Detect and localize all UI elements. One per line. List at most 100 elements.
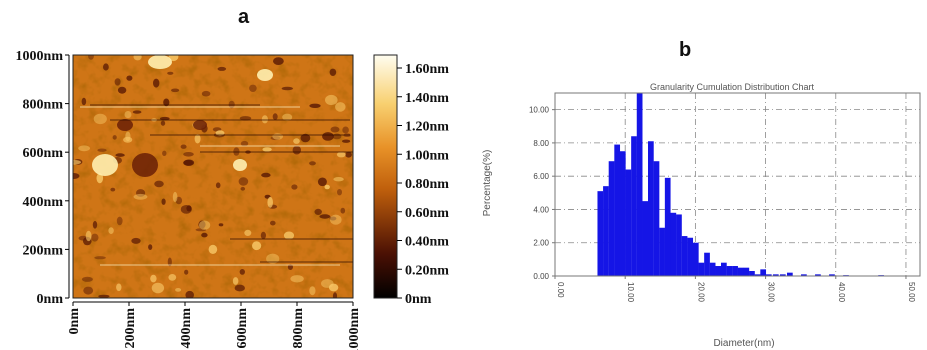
afm-y-axis: 1000nm 800nm 600nm 400nm 200nm 0nm	[16, 49, 70, 307]
afm-bright-spot	[283, 231, 295, 240]
afm-y-tick-label: 800nm	[23, 98, 64, 113]
afm-bright-spot	[194, 134, 201, 144]
y-axis-ticks: 0.00 2.00 4.00 6.00 8.00 10.00	[529, 106, 555, 281]
histogram-bar	[801, 274, 807, 276]
afm-bright-spot	[85, 230, 92, 242]
colorbar-tick-label: 1.20nm	[405, 120, 449, 135]
afm-dark-region	[132, 153, 158, 177]
colorbar-tick-label: 0.60nm	[405, 206, 449, 221]
histogram-bar	[603, 186, 609, 276]
afm-bright-spot	[133, 55, 142, 61]
histogram-bar	[642, 201, 649, 276]
afm-bright-spot	[267, 196, 274, 208]
afm-bright-spot	[244, 229, 252, 236]
afm-dark-spot	[261, 172, 271, 178]
colorbar-tick-label: 1.60nm	[405, 62, 449, 77]
x-axis-ticks: 0.00 10.00 20.00 30.00 40.00 50.00	[554, 276, 916, 303]
afm-y-tick-label: 200nm	[23, 243, 64, 258]
afm-bright-spot	[73, 160, 81, 165]
afm-dark-spot	[88, 55, 94, 60]
histogram-bar	[597, 191, 604, 276]
histogram-bar	[619, 151, 626, 276]
afm-bright-spot	[199, 220, 211, 230]
histogram-bar	[732, 266, 738, 276]
afm-dark-spot	[319, 214, 331, 219]
histogram-bar	[681, 236, 688, 276]
y-tick-label: 8.00	[533, 139, 549, 148]
afm-bright-spot	[175, 288, 182, 292]
x-tick-label: 10.00	[626, 282, 635, 303]
afm-dark-spot	[249, 84, 257, 93]
panel-label-b: b	[679, 39, 692, 61]
afm-bright-spot	[252, 241, 262, 251]
afm-dark-spot	[270, 220, 276, 226]
histogram-bar	[692, 242, 699, 276]
x-tick-label: 50.00	[907, 282, 916, 303]
histogram-bar	[815, 274, 821, 276]
histogram-bar	[754, 274, 761, 276]
afm-x-tick-label: 600nm	[235, 308, 250, 349]
afm-scan-streaks	[80, 104, 353, 266]
afm-dark-spot	[153, 78, 160, 88]
afm-dark-spot	[287, 264, 293, 270]
afm-dark-spot	[112, 135, 117, 140]
afm-dark-spot	[171, 88, 180, 93]
afm-dark-spot	[184, 269, 189, 275]
afm-bright-spot	[266, 253, 280, 264]
histogram-bar	[749, 271, 755, 276]
afm-bright-spot	[125, 131, 131, 142]
histogram-bar	[726, 266, 733, 276]
histogram-bar	[608, 161, 615, 276]
colorbar-tick-label: 0.80nm	[405, 177, 449, 192]
afm-y-tick-label: 0nm	[37, 292, 64, 307]
afm-dark-spot	[98, 294, 110, 298]
afm-y-tick-label: 1000nm	[16, 49, 64, 64]
afm-bright-spot	[124, 111, 132, 119]
afm-dark-spot	[183, 159, 195, 166]
histogram-bar	[653, 161, 660, 276]
afm-dark-spot	[337, 189, 342, 196]
histogram-bar	[704, 252, 710, 276]
colorbar	[373, 54, 398, 299]
afm-dark-spot	[163, 98, 170, 107]
afm-x-tick-label: 0nm	[67, 308, 82, 335]
y-tick-label: 4.00	[533, 205, 549, 214]
histogram-bar	[715, 266, 722, 276]
histogram-bar	[829, 274, 835, 276]
afm-bright-grain	[148, 55, 172, 69]
histogram-bar	[625, 169, 632, 276]
afm-bright-spot	[96, 173, 104, 184]
histogram-bar	[698, 262, 705, 276]
afm-dark-spot	[273, 57, 284, 65]
x-axis-label: Diameter(nm)	[713, 338, 774, 349]
histogram-bar	[636, 93, 643, 276]
histogram-bar	[670, 212, 677, 276]
afm-dark-region	[117, 119, 133, 131]
afm-dark-spot	[300, 133, 311, 143]
afm-dark-spot	[161, 198, 166, 205]
afm-dark-spot	[160, 120, 166, 126]
colorbar-tick-label: 0nm	[405, 292, 432, 307]
afm-dark-spot	[329, 216, 337, 221]
histogram-bar	[786, 272, 793, 276]
afm-dark-spot	[240, 140, 249, 147]
x-tick-label: 0.00	[556, 282, 565, 298]
afm-dark-spot	[126, 75, 133, 81]
afm-dark-spot	[167, 257, 172, 267]
afm-bright-spot	[262, 147, 272, 152]
afm-dark-spot	[234, 284, 245, 292]
afm-dark-spot	[83, 286, 94, 295]
chart-title: Granularity Cumulation Distribution Char…	[650, 82, 815, 92]
afm-bright-spot	[290, 275, 304, 283]
afm-dark-spot	[240, 186, 246, 191]
y-tick-label: 2.00	[533, 239, 549, 248]
afm-dark-spot	[167, 71, 174, 75]
afm-dark-spot	[186, 205, 192, 212]
histogram-bar	[772, 274, 779, 276]
afm-dark-spot	[162, 150, 167, 156]
histogram-bar	[779, 274, 786, 276]
histogram-bar	[765, 274, 772, 276]
afm-dark-spot	[91, 233, 99, 242]
afm-bright-spot	[261, 115, 268, 124]
